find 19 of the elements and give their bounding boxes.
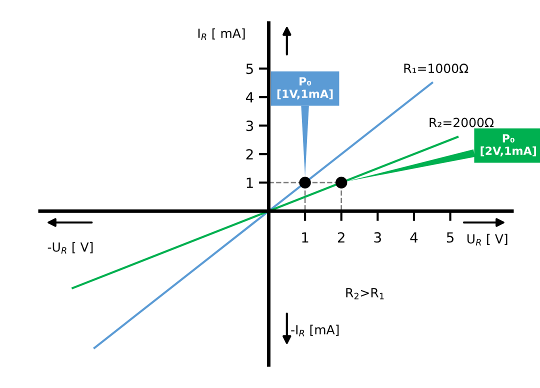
y-tick-label: 3 — [246, 120, 254, 132]
annotation: P₀ [1V,1mA] — [277, 77, 333, 100]
series-label: R₁=1000Ω — [404, 64, 468, 74]
x-tick-label: 4 — [410, 232, 418, 242]
y-tick-label: 5 — [246, 64, 253, 74]
y-tick-label: 1 — [246, 178, 253, 188]
y-tick-label: 2 — [246, 149, 253, 160]
x-tick-label: 2 — [338, 232, 344, 242]
y-tick-label: 4 — [246, 92, 254, 102]
series-label: R₂=2000Ω — [430, 118, 494, 128]
annotation: -I$_{R}$ [mA] — [291, 324, 339, 336]
x-tick-label: 5 — [446, 232, 454, 243]
x-tick-label: 3 — [374, 232, 381, 243]
y-axis-title: I$_{R}$ [ mA] — [198, 28, 245, 40]
annotation: P₀ [2V,1mA] — [480, 134, 536, 156]
annotation: R$_{2}$>R$_{1}$ — [346, 288, 384, 300]
x-tick-label: 1 — [302, 232, 308, 242]
annotation: -U$_{R}$ [ V] — [48, 242, 93, 254]
x-axis-title: U$_{R}$ [ V] — [467, 234, 508, 246]
